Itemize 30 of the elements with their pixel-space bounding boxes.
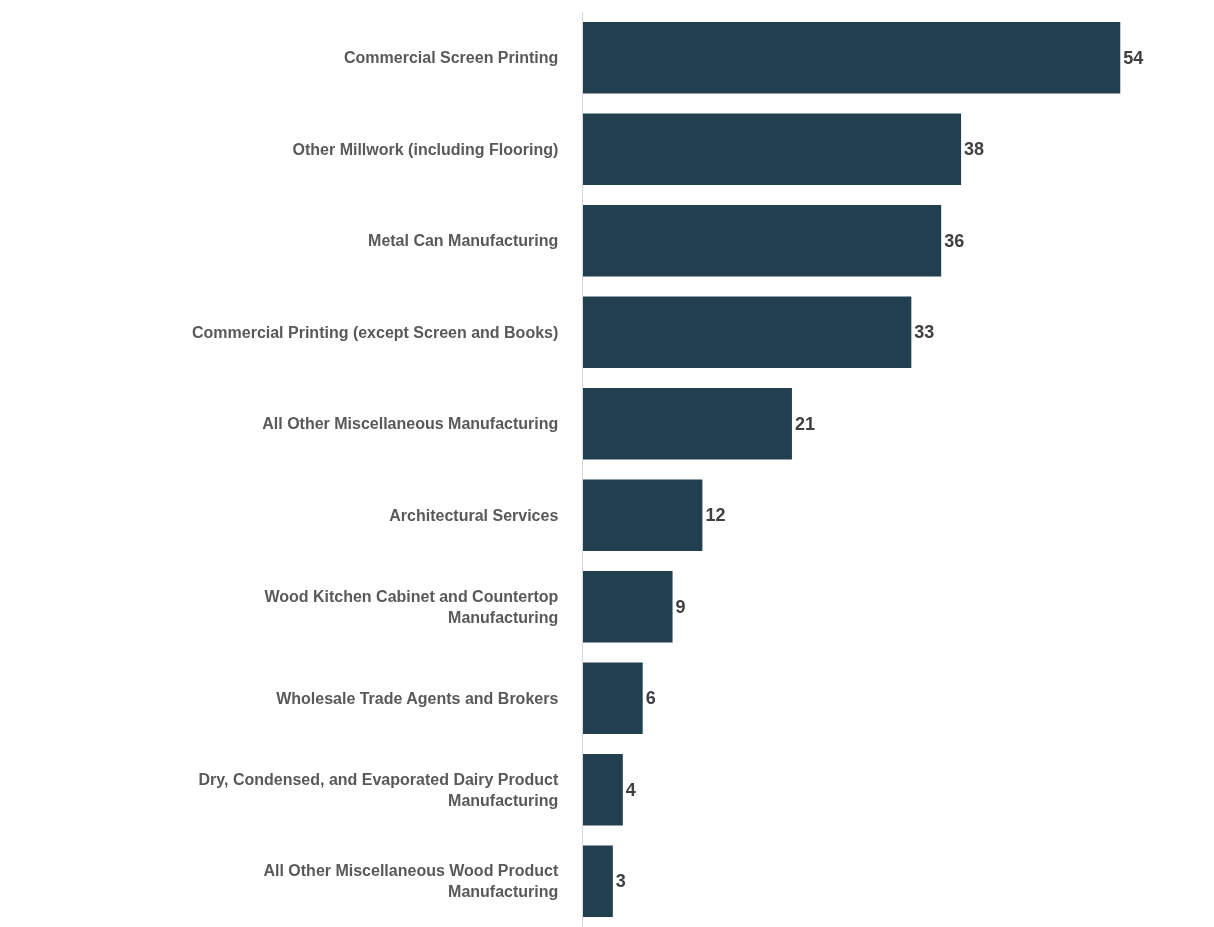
bar [583,662,643,734]
y-tick-label: Commercial Printing (except Screen and Books) [191,323,559,341]
data-label: 6 [645,688,656,709]
bar [583,479,703,551]
data-label: 38 [964,139,985,160]
data-label: 36 [944,230,965,251]
y-tick-label: Commercial Screen Printing [344,49,559,67]
bar [583,22,1121,94]
y-tick-label: Wood Kitchen Cabinet and Countertop Manufacturing [264,587,559,626]
y-tick-label: Metal Can Manufacturing [368,232,559,250]
bar [583,754,623,826]
bar [583,845,613,917]
y-tick-label: Other Millwork (including Flooring) [292,140,559,158]
data-label: 4 [625,779,636,800]
data-label: 21 [794,413,815,434]
data-label: 33 [914,322,935,343]
y-tick-label: Wholesale Trade Agents and Brokers [276,689,559,707]
bar [583,296,912,368]
data-label: 12 [705,505,726,526]
bar [583,571,673,643]
y-tick-label: All Other Miscellaneous Manufacturing [262,415,559,433]
data-label: 54 [1123,47,1144,68]
data-label: 9 [675,596,686,617]
y-tick-label: All Other Miscellaneous Wood Product Manufacturing [263,862,559,901]
bar [583,388,792,460]
y-tick-label: Dry, Condensed, and Evaporated Dairy Product Manufacturing [198,770,559,809]
y-tick-label: Architectural Services [389,506,559,524]
data-label: 3 [615,871,626,892]
bar [583,205,942,277]
bar [583,113,962,185]
